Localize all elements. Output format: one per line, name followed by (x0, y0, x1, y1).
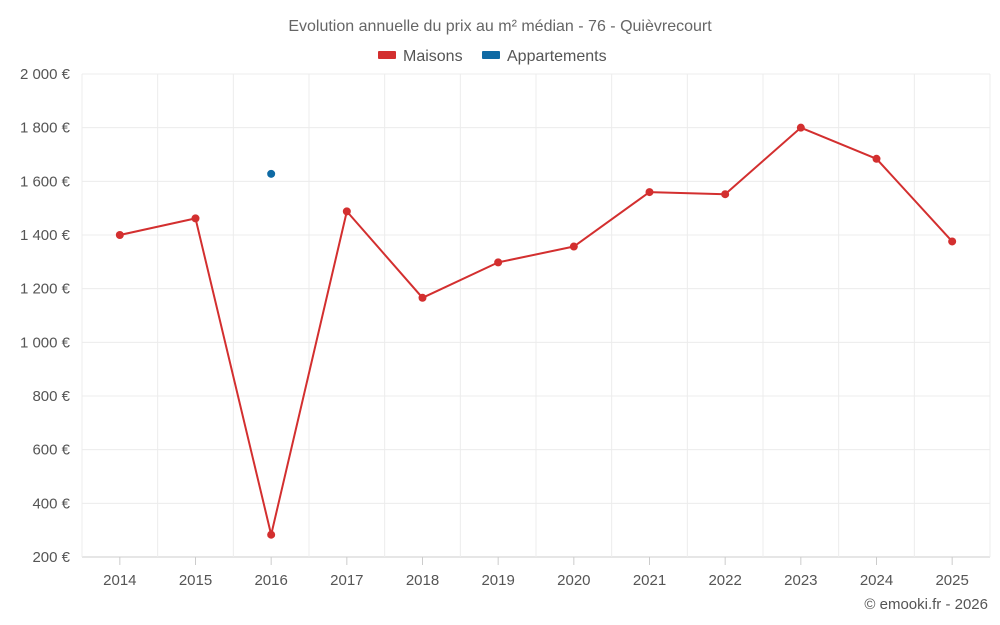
data-point-maisons-2018[interactable] (418, 293, 427, 302)
data-point-maisons-2025[interactable] (948, 237, 957, 246)
x-tick-label: 2014 (103, 572, 136, 589)
y-tick-label: 800 € (32, 388, 70, 405)
x-tick-label: 2018 (406, 572, 439, 589)
x-tick-label: 2017 (330, 572, 363, 589)
y-tick-label: 600 € (32, 442, 70, 459)
grid (81, 73, 991, 558)
y-tick-label: 2 000 € (20, 66, 71, 83)
x-tick-label: 2019 (481, 572, 514, 589)
data-point-maisons-2016[interactable] (267, 530, 276, 539)
legend-label-maisons[interactable]: Maisons (403, 48, 463, 65)
legend-swatch-appartements (482, 51, 500, 59)
data-point-maisons-2019[interactable] (494, 258, 503, 267)
data-point-maisons-2015[interactable] (191, 214, 200, 223)
y-tick-label: 1 600 € (20, 173, 71, 190)
x-tick-label: 2022 (708, 572, 741, 589)
legend: Maisons Appartements (378, 48, 607, 65)
data-point-maisons-2014[interactable] (115, 231, 124, 239)
y-tick-label: 200 € (32, 549, 70, 566)
y-tick-label: 1 800 € (20, 120, 71, 137)
data-point-maisons-2024[interactable] (872, 154, 881, 163)
series-line-maisons (119, 126, 953, 536)
data-point-maisons-2017[interactable] (342, 207, 351, 216)
x-tick-label: 2024 (860, 572, 893, 589)
data-point-appartements-2016[interactable] (267, 169, 276, 178)
y-tick-label: 1 000 € (20, 334, 71, 351)
x-tick-label: 2020 (557, 572, 590, 589)
legend-swatch-maisons (378, 51, 396, 59)
x-tick-label: 2016 (254, 572, 287, 589)
data-point-maisons-2022[interactable] (721, 190, 730, 199)
series (115, 123, 957, 539)
x-tick-label: 2015 (179, 572, 212, 589)
y-tick-label: 1 200 € (20, 281, 71, 298)
x-tick-label: 2023 (784, 572, 817, 589)
data-point-maisons-2023[interactable] (796, 123, 805, 132)
y-tick-label: 400 € (32, 495, 70, 512)
x-tick-label: 2021 (633, 572, 666, 589)
y-tick-label: 1 400 € (20, 227, 71, 244)
data-point-maisons-2021[interactable] (645, 188, 654, 197)
x-tick-label: 2025 (935, 572, 968, 589)
legend-label-appartements[interactable]: Appartements (507, 48, 607, 65)
credit-text: © emooki.fr - 2026 (864, 596, 988, 613)
data-point-maisons-2020[interactable] (569, 242, 578, 251)
x-axis: 2014 2015 2016 2017 2018 2019 2020 2021 2022 2023… (103, 557, 969, 589)
y-axis: 200 € 400 € 600 € 800 € 1 000 € 1 200 € 1 400 … (20, 66, 71, 566)
chart-title: Evolution annuelle du prix au m² médian … (288, 18, 712, 35)
